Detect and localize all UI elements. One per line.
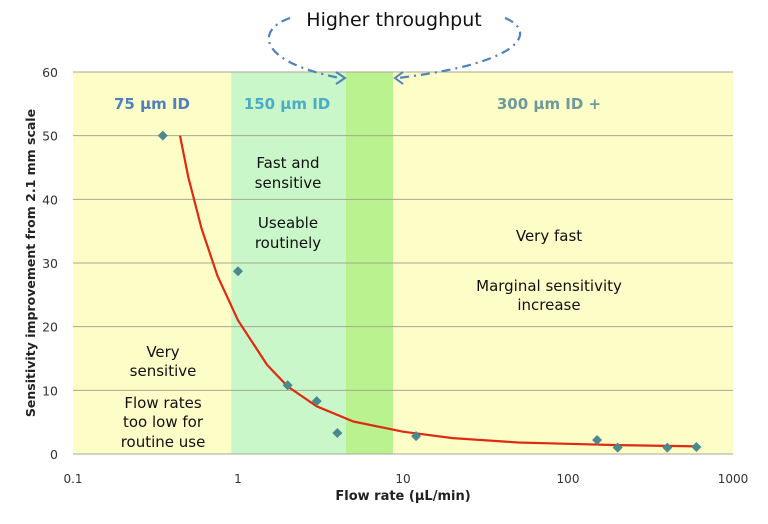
left-dashed-arrow — [267, 16, 341, 80]
region-note: Flow rates — [124, 394, 201, 412]
region-note: routinely — [255, 234, 321, 252]
x-axis-label: Flow rate (µL/min) — [335, 489, 470, 504]
y-tick-label: 20 — [42, 320, 58, 335]
region-title: 150 µm ID — [244, 95, 330, 113]
data-point — [332, 427, 343, 438]
higher-throughput-annotation: Higher throughput — [267, 9, 522, 85]
data-point — [592, 434, 603, 445]
y-tick-label: 60 — [42, 65, 58, 80]
region-note: Very fast — [516, 227, 582, 245]
region-note: Very — [146, 343, 179, 361]
right-arrowhead-icon — [393, 71, 404, 85]
region-note: too low for — [123, 413, 204, 431]
y-tick-label: 30 — [42, 256, 58, 271]
data-point — [662, 442, 673, 453]
region-note: Marginal sensitivity — [476, 277, 622, 295]
region-note: Fast and — [256, 154, 319, 172]
y-axis-label: Sensitivity improvement from 2.1 mm scal… — [23, 109, 38, 417]
x-tick-label: 100 — [557, 472, 580, 486]
y-tick-label: 0 — [50, 447, 58, 462]
x-tick-label: 1 — [234, 472, 242, 486]
region-note: sensitive — [130, 362, 197, 380]
data-point — [311, 396, 322, 407]
region-title: 300 µm ID + — [497, 95, 601, 113]
x-tick-label: 0.1 — [63, 472, 82, 486]
y-tick-label: 10 — [42, 383, 58, 398]
region-title: 75 µm ID — [114, 95, 190, 113]
data-point — [691, 441, 702, 452]
region-note: Useable — [258, 214, 318, 232]
x-tick-label: 10 — [395, 472, 410, 486]
region-note: increase — [517, 296, 580, 314]
y-tick-label: 50 — [42, 129, 58, 144]
region-note: routine use — [121, 433, 206, 451]
data-point — [157, 130, 168, 141]
x-tick-label: 1000 — [718, 472, 749, 486]
data-point — [612, 442, 623, 453]
left-arrowhead-icon — [335, 71, 347, 85]
data-point — [411, 431, 422, 442]
tick-labels: 0 10 20 30 40 50 60 0.1 1 10 100 1000 — [42, 65, 748, 486]
data-point — [233, 266, 243, 277]
y-tick-label: 40 — [42, 192, 58, 207]
fit-curve-group — [178, 135, 697, 448]
annotation-text: Higher throughput — [306, 9, 481, 31]
data-points — [157, 130, 702, 453]
fit-curve — [178, 135, 697, 448]
gridlines — [73, 71, 733, 455]
data-point — [282, 380, 293, 391]
region-note: sensitive — [255, 174, 322, 192]
